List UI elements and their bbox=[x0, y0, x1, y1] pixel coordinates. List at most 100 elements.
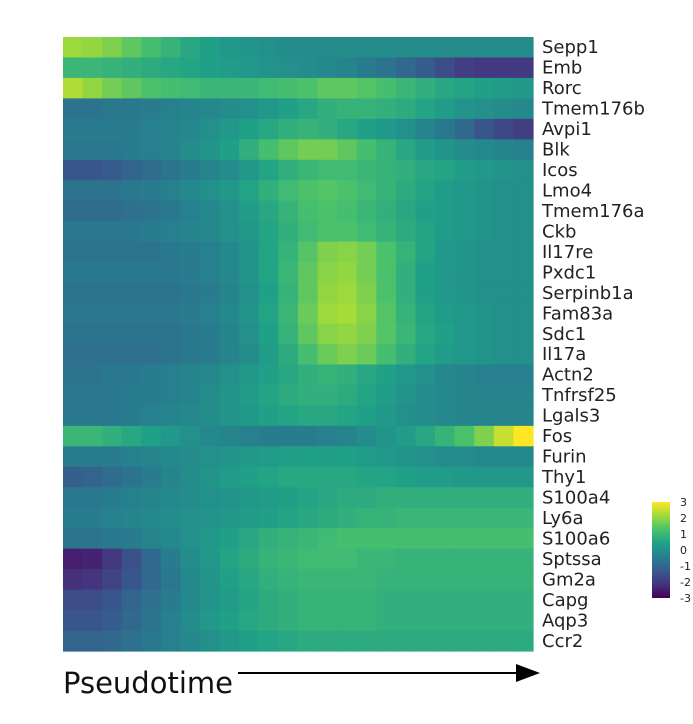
heatmap-cell bbox=[239, 37, 260, 59]
heatmap-cell bbox=[200, 548, 221, 570]
gene-label: S100a4 bbox=[542, 488, 610, 509]
heatmap-cell bbox=[258, 262, 280, 284]
heatmap-cell bbox=[454, 57, 475, 79]
heatmap-cell bbox=[317, 77, 338, 99]
heatmap-cell bbox=[337, 528, 358, 550]
heatmap-cell bbox=[102, 507, 123, 529]
heatmap-cell bbox=[200, 159, 221, 181]
heatmap-cell bbox=[298, 446, 319, 468]
heatmap-cell bbox=[337, 303, 358, 325]
heatmap-cell bbox=[160, 364, 182, 386]
heatmap-cell bbox=[278, 282, 299, 304]
heatmap-cell bbox=[317, 37, 338, 59]
heatmap-cell bbox=[454, 37, 475, 59]
heatmap-cell bbox=[298, 221, 319, 243]
heatmap-cell bbox=[200, 446, 221, 468]
heatmap-cell bbox=[395, 364, 417, 386]
heatmap-cell bbox=[141, 57, 162, 79]
heatmap-cell bbox=[337, 446, 358, 468]
heatmap-cell bbox=[160, 466, 182, 488]
heatmap-cell bbox=[102, 221, 123, 243]
heatmap-cell bbox=[180, 548, 201, 570]
heatmap-cell bbox=[258, 630, 280, 652]
heatmap-cell bbox=[278, 303, 299, 325]
heatmap-cell bbox=[219, 139, 240, 161]
heatmap-cell bbox=[121, 241, 142, 263]
heatmap-cell bbox=[474, 200, 495, 222]
heatmap-cell bbox=[435, 630, 456, 652]
heatmap-cell bbox=[513, 569, 534, 591]
heatmap-cell bbox=[219, 528, 240, 550]
heatmap-cell bbox=[513, 466, 534, 488]
heatmap-cell bbox=[395, 118, 417, 140]
heatmap-cell bbox=[102, 446, 123, 468]
heatmap-cell bbox=[298, 610, 319, 632]
heatmap-cell bbox=[82, 98, 103, 120]
heatmap-cell bbox=[395, 37, 417, 59]
heatmap-cell bbox=[63, 77, 84, 99]
heatmap-cell bbox=[513, 77, 534, 99]
heatmap-cell bbox=[63, 118, 84, 140]
heatmap-cell bbox=[121, 159, 142, 181]
heatmap-cell bbox=[395, 159, 417, 181]
heatmap-cell bbox=[219, 425, 240, 447]
heatmap-cell bbox=[298, 282, 319, 304]
heatmap-cell bbox=[141, 589, 162, 611]
heatmap-cell bbox=[180, 384, 201, 406]
heatmap-cell bbox=[141, 323, 162, 345]
heatmap-cell bbox=[337, 569, 358, 591]
heatmap-cell bbox=[376, 262, 397, 284]
heatmap-cell bbox=[376, 57, 397, 79]
heatmap-cell bbox=[415, 466, 436, 488]
gene-label: Ccr2 bbox=[542, 631, 583, 652]
heatmap-cell bbox=[63, 630, 84, 652]
heatmap-cell bbox=[200, 384, 221, 406]
heatmap-cell bbox=[435, 487, 456, 509]
heatmap-cell bbox=[298, 344, 319, 366]
heatmap-cell bbox=[278, 200, 299, 222]
heatmap-cell bbox=[317, 98, 338, 120]
heatmap-cell bbox=[141, 569, 162, 591]
heatmap-cell bbox=[278, 569, 299, 591]
heatmap-cell bbox=[356, 364, 377, 386]
heatmap-cell bbox=[82, 221, 103, 243]
heatmap-cell bbox=[200, 98, 221, 120]
heatmap-cell bbox=[317, 262, 338, 284]
heatmap-cell bbox=[278, 118, 299, 140]
gene-label: Actn2 bbox=[542, 365, 594, 386]
heatmap-cell bbox=[435, 528, 456, 550]
heatmap-cell bbox=[160, 569, 182, 591]
heatmap-cell bbox=[180, 405, 201, 427]
heatmap-cell bbox=[200, 118, 221, 140]
colorbar-gradient bbox=[652, 502, 670, 598]
heatmap-cell bbox=[317, 241, 338, 263]
heatmap-cell bbox=[278, 77, 299, 99]
heatmap-cell bbox=[454, 569, 475, 591]
heatmap-cell bbox=[337, 118, 358, 140]
heatmap-cell bbox=[82, 139, 103, 161]
heatmap-cell bbox=[200, 405, 221, 427]
heatmap-cell bbox=[63, 221, 84, 243]
heatmap-cell bbox=[337, 57, 358, 79]
heatmap-cell bbox=[356, 98, 377, 120]
heatmap-cell bbox=[239, 384, 260, 406]
heatmap-cell bbox=[317, 528, 338, 550]
heatmap-cell bbox=[415, 446, 436, 468]
heatmap-cell bbox=[102, 57, 123, 79]
heatmap-cell bbox=[239, 425, 260, 447]
heatmap-cell bbox=[180, 180, 201, 202]
gene-label: Tmem176a bbox=[541, 201, 645, 222]
heatmap-cell bbox=[141, 364, 162, 386]
heatmap-cell bbox=[141, 77, 162, 99]
heatmap-cell bbox=[102, 98, 123, 120]
heatmap-cell bbox=[278, 487, 299, 509]
heatmap-cell bbox=[258, 118, 280, 140]
heatmap-cell bbox=[513, 384, 534, 406]
heatmap-cell bbox=[317, 303, 338, 325]
heatmap-cell bbox=[415, 180, 436, 202]
heatmap-cell bbox=[395, 569, 417, 591]
colorbar-tick-label: 1 bbox=[680, 528, 687, 541]
heatmap-cell bbox=[493, 589, 515, 611]
heatmap-cell bbox=[82, 589, 103, 611]
